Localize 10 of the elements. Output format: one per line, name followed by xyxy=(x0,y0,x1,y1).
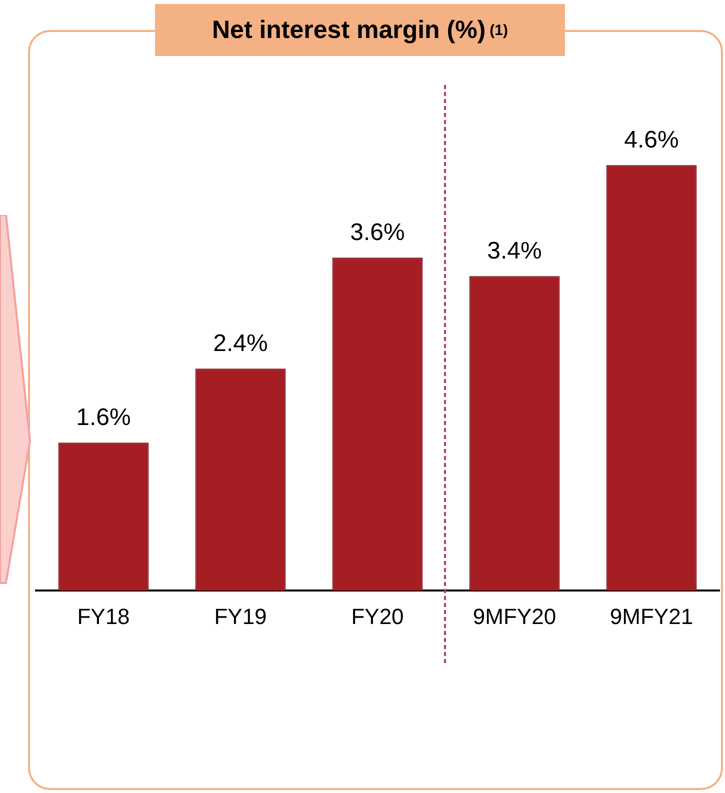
data-label: 3.4% xyxy=(487,238,542,265)
data-label: 1.6% xyxy=(76,404,131,432)
data-label: 4.6% xyxy=(624,126,679,154)
data-label: 2.4% xyxy=(213,330,268,358)
x-tick-label: 9MFY20 xyxy=(472,604,556,629)
x-tick-label: 9MFY21 xyxy=(610,604,694,629)
x-tick-label: FY19 xyxy=(214,604,267,629)
data-label: 3.6% xyxy=(350,219,405,246)
x-tick-label: FY20 xyxy=(351,604,404,629)
x-tick-label: FY18 xyxy=(77,604,130,629)
